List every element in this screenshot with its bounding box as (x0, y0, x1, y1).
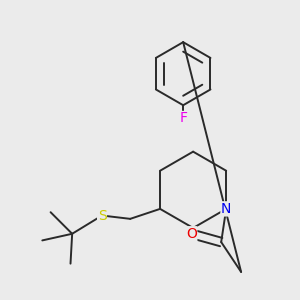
Text: O: O (186, 227, 197, 241)
Text: N: N (221, 202, 231, 216)
Text: F: F (179, 112, 187, 125)
Text: S: S (98, 208, 106, 223)
